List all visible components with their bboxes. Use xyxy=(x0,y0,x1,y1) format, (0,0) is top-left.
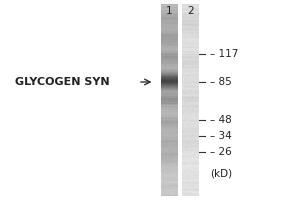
Text: – 48: – 48 xyxy=(210,115,232,125)
Text: 1: 1 xyxy=(166,6,173,16)
Text: – 85: – 85 xyxy=(210,77,232,87)
Text: GLYCOGEN SYN: GLYCOGEN SYN xyxy=(15,77,110,87)
Text: 2: 2 xyxy=(187,6,194,16)
Text: – 34: – 34 xyxy=(210,131,232,141)
Text: – 26: – 26 xyxy=(210,147,232,157)
Text: (kD): (kD) xyxy=(210,169,232,179)
Text: – 117: – 117 xyxy=(210,49,239,59)
